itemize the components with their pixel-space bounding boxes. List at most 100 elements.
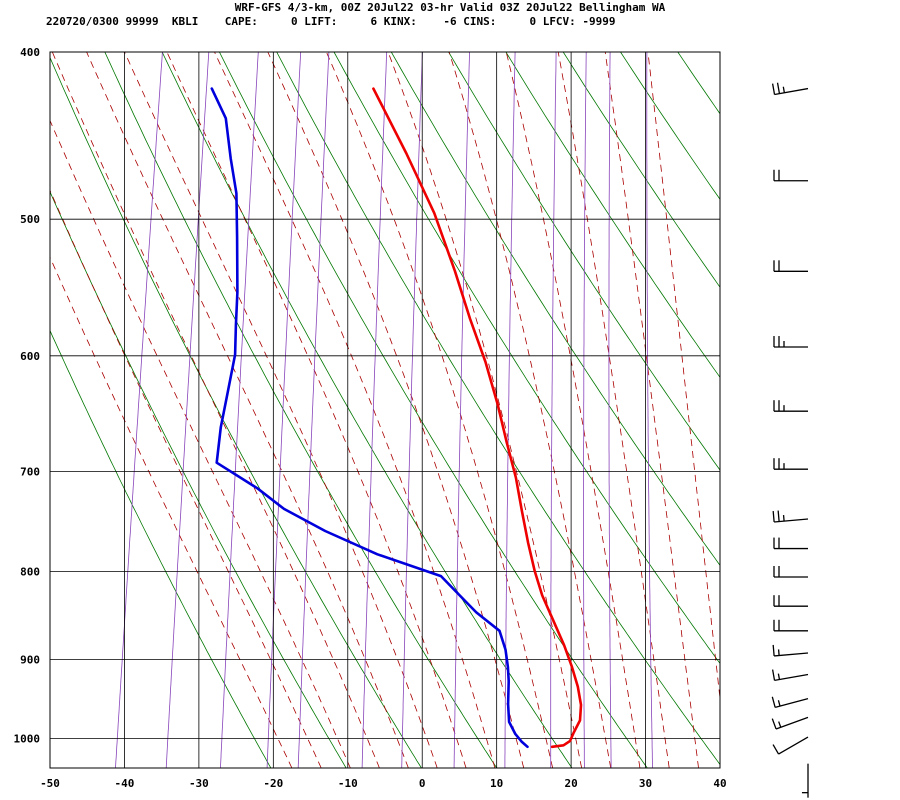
temperature-tick-label: -30 bbox=[189, 777, 209, 790]
dry-adiabat bbox=[50, 329, 272, 768]
moist-adiabat bbox=[448, 52, 612, 768]
wind-barb bbox=[773, 400, 808, 412]
mixing-ratio-line bbox=[646, 52, 653, 768]
pressure-tick-label: 600 bbox=[20, 350, 40, 363]
wind-barb-shaft bbox=[774, 652, 809, 657]
temperature-tick-label: 20 bbox=[564, 777, 577, 790]
pressure-tick-label: 700 bbox=[20, 465, 40, 478]
moist-adiabats bbox=[50, 52, 720, 768]
dewpoint-profile bbox=[210, 87, 529, 749]
dry-adiabat bbox=[333, 52, 720, 665]
pressure-tick-label: 500 bbox=[20, 213, 40, 226]
mixing-ratio-lines bbox=[115, 52, 653, 768]
temperature-tick-label: -50 bbox=[40, 777, 60, 790]
temperature-tick-label: -40 bbox=[115, 777, 135, 790]
wind-barb-shaft bbox=[778, 736, 809, 755]
wind-barb bbox=[773, 169, 808, 182]
wind-barb-half-flag bbox=[782, 515, 785, 522]
wind-barb bbox=[772, 736, 809, 755]
dry-adiabat bbox=[104, 52, 498, 768]
wind-barb bbox=[771, 716, 809, 730]
moist-adiabat bbox=[50, 256, 293, 768]
wind-barb bbox=[773, 458, 808, 470]
temperature-tick-label: 30 bbox=[639, 777, 652, 790]
mixing-ratio-line bbox=[297, 52, 330, 768]
temperature-tick-label: 40 bbox=[713, 777, 726, 790]
wind-barb-flag bbox=[776, 82, 781, 94]
moist-adiabat bbox=[557, 52, 670, 768]
mixing-ratio-line bbox=[361, 52, 388, 768]
moist-adiabat bbox=[326, 52, 554, 768]
moist-adiabat bbox=[647, 52, 720, 702]
dry-adiabat bbox=[276, 52, 720, 766]
moist-adiabat bbox=[604, 52, 699, 768]
temperature-tick-label: -10 bbox=[338, 777, 358, 790]
moist-adiabat bbox=[51, 52, 380, 768]
mixing-ratio-line bbox=[550, 52, 557, 768]
wind-barb-flag bbox=[772, 510, 775, 523]
mixing-ratio-line bbox=[115, 52, 163, 768]
pressure-tick-label: 400 bbox=[20, 46, 40, 59]
dry-adiabat bbox=[505, 52, 720, 378]
mixing-ratio-line bbox=[165, 52, 210, 768]
wind-barb-shaft bbox=[775, 716, 809, 730]
mixing-ratio-line bbox=[504, 52, 516, 768]
moist-adiabat bbox=[50, 189, 322, 768]
moist-adiabat bbox=[166, 52, 467, 768]
mixing-ratio-line bbox=[608, 52, 612, 768]
dry-adiabat bbox=[50, 190, 347, 768]
wind-barb bbox=[772, 644, 809, 657]
wind-barb bbox=[771, 696, 809, 709]
dry-adiabat bbox=[850, 52, 900, 768]
wind-barb-shaft bbox=[774, 673, 809, 682]
wind-barb-half-flag bbox=[777, 700, 781, 707]
wind-barb-half-flag bbox=[782, 86, 786, 93]
mixing-ratio-line bbox=[266, 52, 302, 768]
wind-barb-flag bbox=[771, 83, 776, 95]
dry-adiabat bbox=[792, 52, 900, 768]
wind-barb bbox=[771, 669, 809, 682]
wind-barb bbox=[773, 537, 808, 550]
profiles bbox=[210, 87, 583, 749]
moist-adiabat bbox=[387, 52, 583, 768]
moist-adiabat bbox=[124, 52, 438, 768]
temperature-tick-label: 10 bbox=[490, 777, 503, 790]
wind-barb-flag bbox=[772, 644, 775, 656]
wind-barb-flag bbox=[771, 696, 776, 708]
grid bbox=[49, 51, 721, 769]
wind-barb-shaft bbox=[774, 697, 809, 709]
dry-adiabat bbox=[735, 52, 900, 768]
temperature-profile bbox=[372, 87, 583, 749]
mixing-ratio-line bbox=[220, 52, 259, 768]
dry-adiabat bbox=[161, 52, 573, 768]
wind-barb-shaft bbox=[774, 87, 809, 96]
moist-adiabat bbox=[86, 52, 409, 768]
temperature-tick-label: -20 bbox=[263, 777, 283, 790]
wind-barb-half-flag bbox=[777, 649, 780, 656]
moist-adiabat bbox=[214, 52, 496, 768]
dry-adiabat bbox=[390, 52, 720, 567]
moist-adiabat bbox=[50, 119, 351, 768]
wind-barbs bbox=[771, 82, 809, 798]
dry-adiabat bbox=[219, 52, 648, 768]
dry-adiabat bbox=[677, 52, 720, 115]
mixing-ratio-line bbox=[583, 52, 587, 768]
pressure-tick-label: 900 bbox=[20, 654, 40, 667]
wind-barb-shaft bbox=[774, 518, 809, 523]
wind-barb bbox=[771, 82, 809, 96]
wind-barb bbox=[801, 763, 809, 798]
sounding-stats: 220720/0300 99999 KBLI CAPE: 0 LIFT: 6 K… bbox=[46, 15, 616, 28]
wind-barb-half-flag bbox=[778, 721, 782, 728]
wind-barb-flag bbox=[771, 669, 776, 681]
wind-barb bbox=[773, 619, 808, 632]
dry-adiabat bbox=[562, 52, 720, 288]
moist-adiabat bbox=[505, 52, 641, 768]
temperature-axis: -50 -40 -30 -20 -10 0 10 20 30 40 bbox=[40, 777, 727, 790]
pressure-tick-label: 800 bbox=[20, 565, 40, 578]
wind-barb bbox=[773, 565, 808, 578]
mixing-ratio-line bbox=[453, 52, 470, 768]
wind-barb-half-flag bbox=[777, 673, 781, 680]
dry-adiabats bbox=[50, 52, 900, 768]
chart-title: WRF-GFS 4/3-km, 00Z 20Jul22 03-hr Valid … bbox=[234, 1, 666, 14]
